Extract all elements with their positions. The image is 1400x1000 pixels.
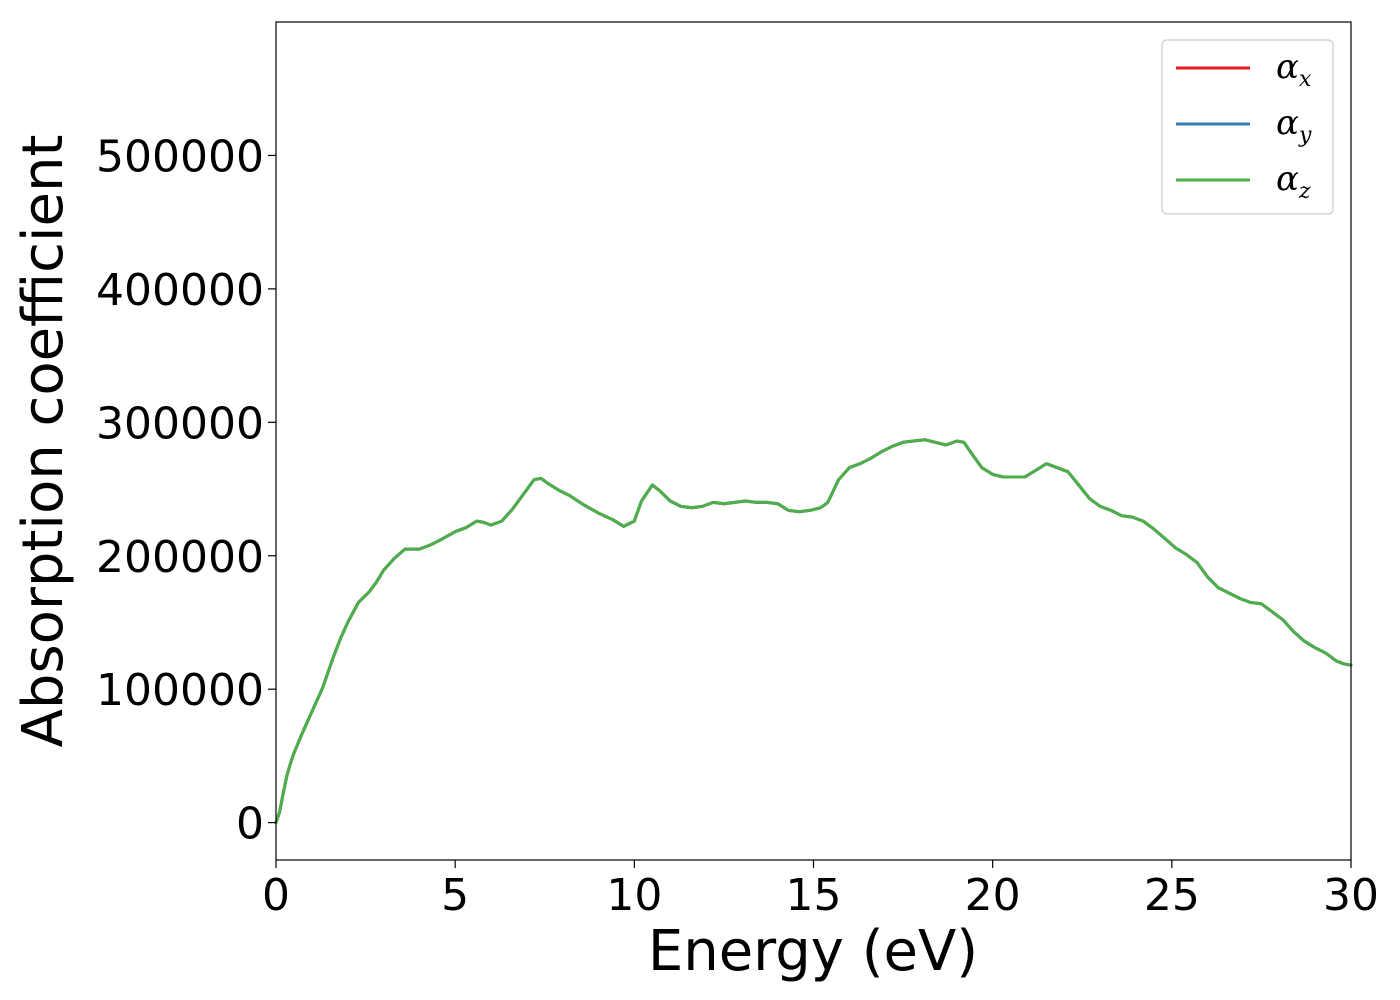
x-tick-label: 0: [262, 870, 290, 921]
x-tick-label: 10: [606, 870, 662, 921]
series-line-1: [274, 438, 1353, 825]
legend: αx αy αz: [1161, 39, 1334, 215]
legend-label: αx: [1276, 47, 1312, 92]
y-tick-label: 400000: [96, 265, 264, 316]
legend-box: [1161, 39, 1334, 215]
plot-layer: [274, 438, 1353, 825]
series-line-0: [274, 438, 1353, 825]
y-tick-label: 500000: [96, 131, 264, 182]
legend-items: αx αy αz: [1176, 47, 1312, 204]
x-tick-label: 15: [786, 870, 842, 921]
legend-label: αz: [1276, 159, 1311, 204]
y-tick-label: 100000: [96, 665, 264, 716]
x-tick-label: 5: [441, 870, 469, 921]
series-line-2: [274, 438, 1353, 825]
y-tick-label: 200000: [96, 532, 264, 583]
x-tick-label: 25: [1144, 870, 1200, 921]
y-tick-label: 300000: [96, 398, 264, 449]
x-axis-title: Energy (eV): [648, 919, 978, 984]
x-tick-label: 30: [1323, 870, 1379, 921]
y-tick-label: 0: [236, 799, 264, 850]
ticks-layer: 0 5 10 15 20 25 30 0 100000 200000 300000 400000 500…: [96, 131, 1379, 921]
x-tick-label: 20: [965, 870, 1021, 921]
legend-label: αy: [1276, 103, 1312, 148]
y-axis-title: Absorption coefficient: [11, 135, 76, 748]
